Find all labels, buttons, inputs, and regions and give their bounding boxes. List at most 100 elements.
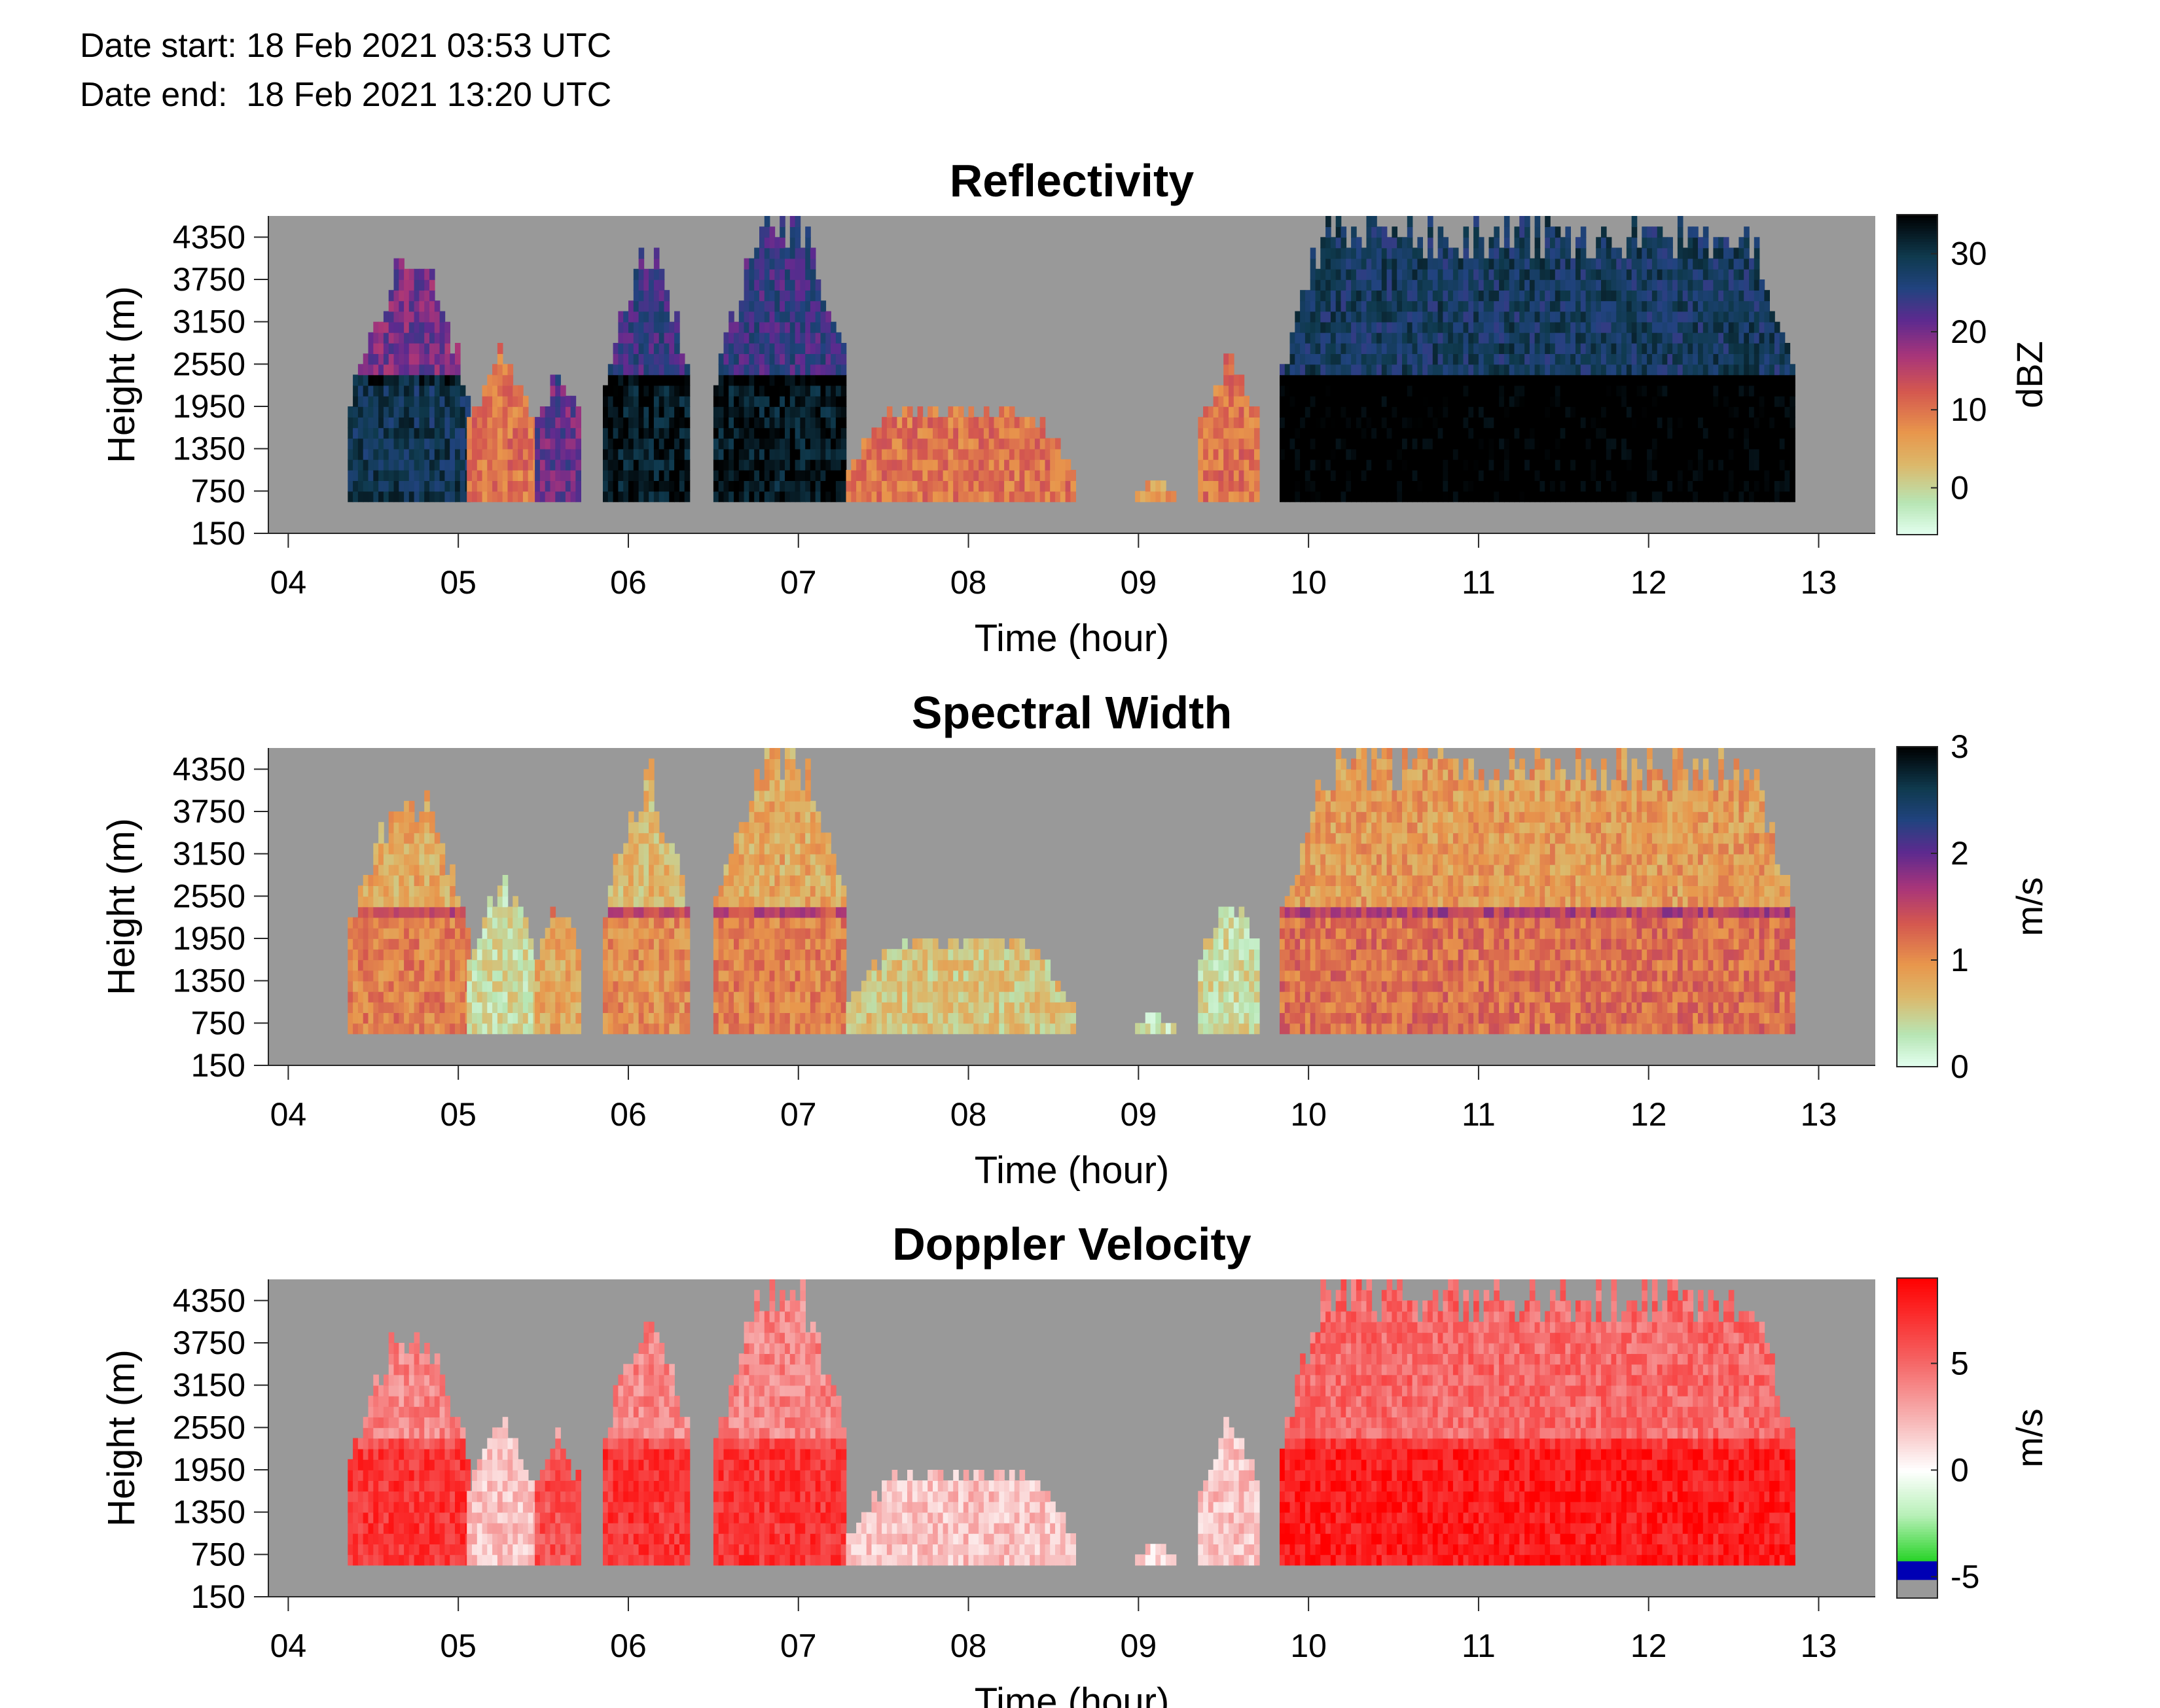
reflectivity-cell	[1310, 491, 1316, 503]
reflectivity-cell	[450, 448, 456, 460]
reflectivity-cell	[1667, 385, 1673, 397]
reflectivity-cell	[1386, 258, 1393, 270]
spectral-width-cell	[429, 811, 435, 823]
reflectivity-cell	[810, 395, 816, 407]
reflectivity-cell	[1570, 385, 1576, 397]
reflectivity-cell	[383, 353, 389, 365]
reflectivity-cell	[1377, 470, 1382, 481]
reflectivity-cell	[393, 417, 400, 429]
reflectivity-cell	[1448, 385, 1454, 397]
spectral-width-cell	[439, 949, 446, 961]
reflectivity-cell	[1779, 459, 1786, 471]
spectral-width-cell	[414, 991, 420, 1003]
reflectivity-cell	[1499, 268, 1505, 280]
reflectivity-cell	[618, 448, 624, 460]
reflectivity-cell	[1642, 279, 1647, 291]
reflectivity-cell	[1723, 480, 1729, 492]
reflectivity-cell	[738, 385, 745, 397]
reflectivity-cell	[353, 459, 359, 471]
spectral-width-cell	[429, 822, 435, 834]
reflectivity-cell	[1315, 374, 1322, 386]
spectral-width-cell	[357, 1002, 364, 1013]
reflectivity-cell	[1065, 491, 1071, 503]
reflectivity-cell	[1733, 459, 1740, 471]
reflectivity-cell	[1458, 406, 1464, 418]
reflectivity-cell	[1448, 311, 1454, 323]
reflectivity-cell	[1642, 374, 1647, 386]
reflectivity-cell	[404, 353, 410, 365]
reflectivity-cell	[378, 332, 384, 344]
reflectivity-colorbar-swatch	[1897, 353, 1937, 357]
spectral-width-cell	[450, 885, 456, 897]
reflectivity-cell	[1657, 438, 1663, 450]
reflectivity-cell	[444, 343, 450, 354]
reflectivity-cell	[1565, 321, 1571, 333]
reflectivity-cell	[1657, 247, 1663, 259]
reflectivity-cell	[1335, 332, 1342, 344]
reflectivity-cell	[902, 480, 908, 492]
reflectivity-cell	[1723, 279, 1729, 291]
reflectivity-cell	[1509, 427, 1515, 439]
reflectivity-cell	[764, 385, 770, 397]
reflectivity-cell	[1698, 470, 1704, 481]
reflectivity-colorbar-swatch	[1897, 454, 1937, 458]
spectral-width-cell	[388, 991, 395, 1003]
reflectivity-cell	[560, 448, 566, 460]
reflectivity-cell	[1713, 237, 1719, 249]
reflectivity-cell	[1662, 311, 1668, 323]
reflectivity-cell	[1208, 427, 1214, 439]
spectral-width-cell	[439, 1002, 446, 1013]
reflectivity-cell	[674, 374, 680, 386]
reflectivity-cell	[1483, 332, 1490, 344]
reflectivity-cell	[917, 470, 924, 481]
reflectivity-cell	[439, 417, 446, 429]
reflectivity-cell	[820, 332, 827, 344]
reflectivity-cell	[1392, 491, 1397, 503]
reflectivity-cell	[1708, 321, 1714, 333]
reflectivity-cell	[1723, 321, 1729, 333]
reflectivity-cell	[679, 417, 685, 429]
reflectivity-cell	[393, 332, 400, 344]
reflectivity-colorbar-swatch	[1897, 340, 1937, 344]
spectral-width-cell	[455, 1002, 461, 1013]
spectral-width-cell	[419, 938, 425, 950]
reflectivity-cell	[378, 448, 384, 460]
reflectivity-cell	[497, 470, 503, 481]
reflectivity-cell	[497, 374, 503, 386]
spectral-width-cell	[378, 906, 384, 918]
spectral-width-cell	[399, 991, 405, 1003]
reflectivity-cell	[1499, 343, 1505, 354]
reflectivity-cell	[1463, 279, 1469, 291]
reflectivity-cell	[1407, 311, 1413, 323]
reflectivity-cell	[368, 427, 374, 439]
reflectivity-cell	[1616, 395, 1622, 407]
reflectivity-cell	[1519, 406, 1525, 418]
reflectivity-cell	[1381, 385, 1388, 397]
reflectivity-cell	[1728, 290, 1735, 302]
reflectivity-cell	[1244, 459, 1250, 471]
reflectivity-cell	[886, 438, 893, 450]
reflectivity-cell	[897, 480, 903, 492]
reflectivity-cell	[1428, 258, 1433, 270]
reflectivity-colorbar-swatch	[1897, 433, 1937, 436]
reflectivity-cell	[1693, 290, 1699, 302]
reflectivity-cell	[1039, 417, 1046, 429]
reflectivity-cell	[933, 427, 939, 439]
reflectivity-cell	[723, 374, 730, 386]
reflectivity-cell	[749, 353, 755, 365]
reflectivity-cell	[1601, 374, 1607, 386]
reflectivity-cell	[1452, 374, 1459, 386]
spectral-width-cell	[357, 959, 364, 971]
reflectivity-cell	[1443, 279, 1449, 291]
reflectivity-cell	[545, 427, 551, 439]
reflectivity-cell	[1621, 448, 1627, 460]
reflectivity-cell	[749, 491, 755, 503]
spectral-width-cell	[383, 896, 389, 908]
reflectivity-cell	[1335, 290, 1342, 302]
reflectivity-cell	[1284, 448, 1291, 460]
spectral-width-cell	[408, 959, 415, 971]
reflectivity-cell	[607, 459, 614, 471]
spectral-width-cell	[419, 1023, 425, 1035]
reflectivity-cell	[1524, 311, 1530, 323]
reflectivity-cell	[1693, 470, 1699, 481]
